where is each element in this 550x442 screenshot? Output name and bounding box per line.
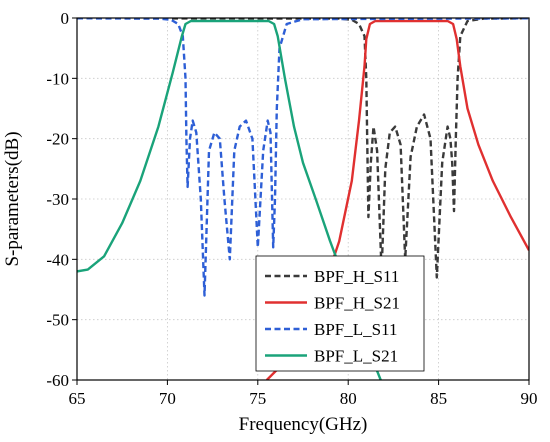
x-tick-label: 90 — [521, 389, 538, 408]
legend-box — [255, 255, 425, 372]
y-tick-label: 0 — [61, 9, 70, 28]
legend-label-0: BPF_H_S11 — [314, 267, 399, 286]
y-axis-title: S-parameters(dB) — [2, 131, 23, 266]
series-line-0 — [77, 18, 529, 279]
x-tick-label: 80 — [340, 389, 357, 408]
x-tick-label: 65 — [69, 389, 86, 408]
legend-label-3: BPF_L_S21 — [314, 347, 398, 366]
legend: BPF_H_S11 BPF_H_S21 BPF_L_S11 BPF_L_S21 — [255, 255, 425, 372]
y-tick-label: -60 — [46, 371, 69, 390]
legend-label-1: BPF_H_S21 — [314, 294, 400, 313]
legend-label-2: BPF_L_S11 — [314, 320, 397, 339]
series-line-3 — [77, 19, 382, 380]
y-tick-label: -50 — [46, 311, 69, 330]
x-tick-label: 75 — [249, 389, 266, 408]
y-tick-label: -10 — [46, 69, 69, 88]
y-tick-label: -30 — [46, 190, 69, 209]
y-tick-label: -20 — [46, 130, 69, 149]
axis-ticks: 65 70 75 80 85 90 0 -10 -20 -30 -40 -50 -60 — [46, 9, 537, 408]
x-axis-title: Frequency(GHz) — [239, 414, 368, 435]
series-line-2 — [77, 18, 529, 297]
y-tick-label: -40 — [46, 250, 69, 269]
x-tick-label: 85 — [430, 389, 447, 408]
x-tick-label: 70 — [159, 389, 176, 408]
